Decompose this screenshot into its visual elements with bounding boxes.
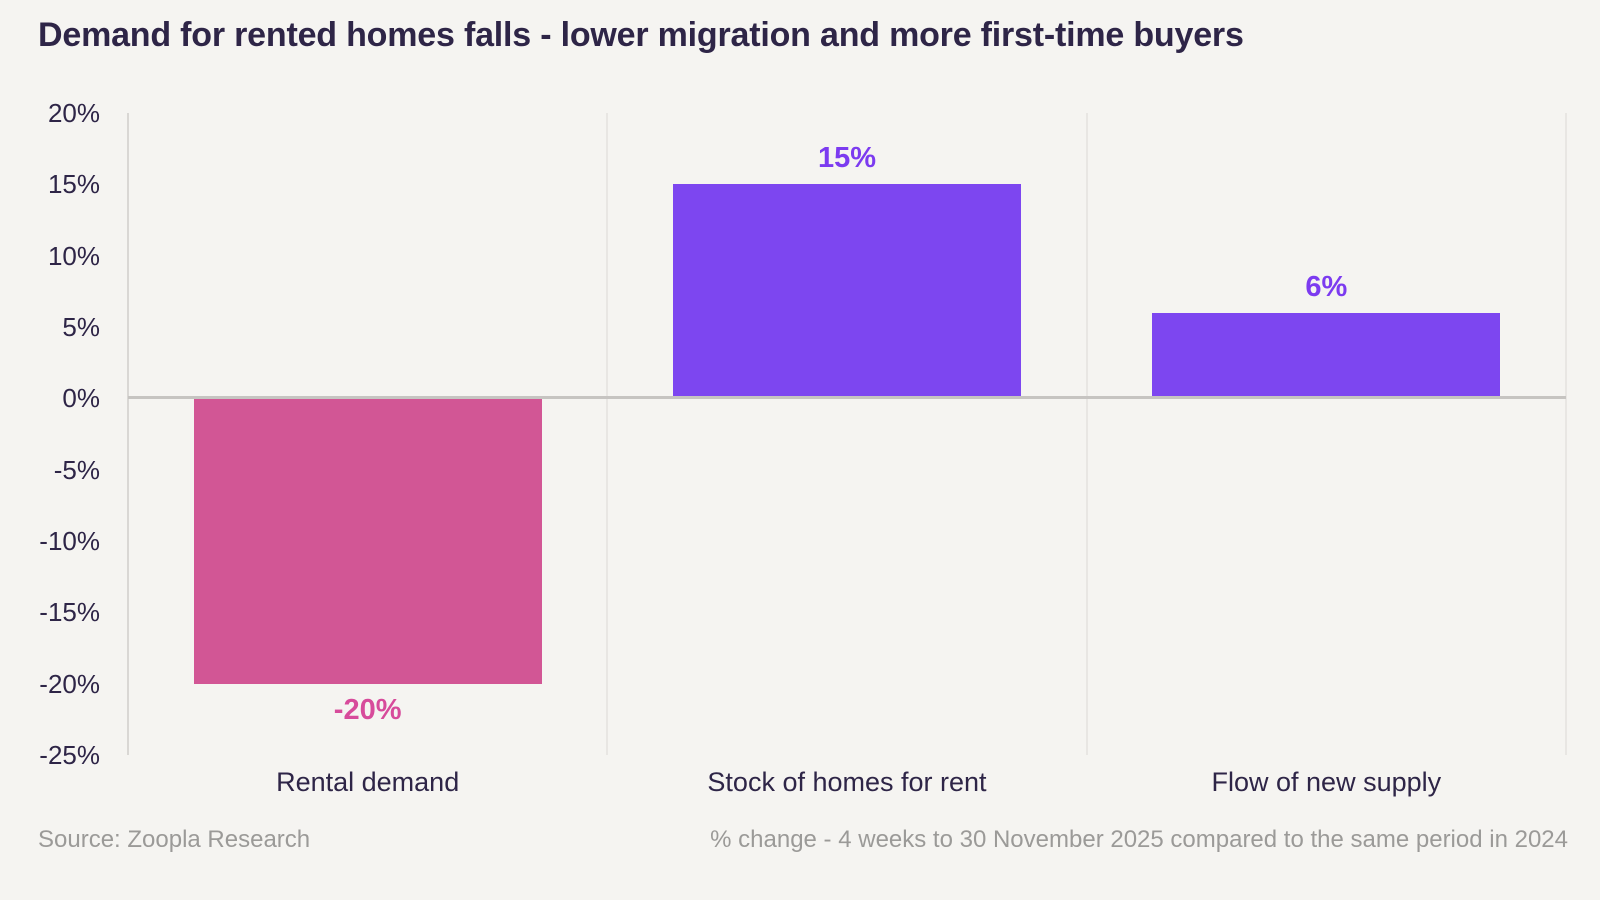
category-label: Rental demand [276, 767, 460, 797]
y-tick-label: -5% [53, 454, 100, 485]
chart-title: Demand for rented homes falls - lower mi… [38, 16, 1244, 54]
source-text: Source: Zoopla Research [38, 826, 311, 853]
chart-footer: Source: Zoopla Research % change - 4 wee… [38, 826, 1568, 854]
category-label: Stock of homes for rent [707, 767, 987, 797]
bar-rental-demand [193, 398, 542, 684]
y-tick-label: 10% [47, 240, 100, 271]
bar-value-label: 15% [817, 142, 877, 175]
y-tick-label: 15% [47, 169, 100, 200]
y-tick-label: 5% [62, 312, 100, 342]
footnote-text: % change - 4 weeks to 30 November 2025 c… [710, 826, 1568, 853]
bar-value-label: 6% [1305, 270, 1348, 303]
y-tick-label: -15% [39, 597, 100, 628]
bar-flow-of-new-supply [1152, 312, 1501, 399]
grid-vline [1565, 113, 1567, 755]
bar-value-label: -20% [333, 693, 402, 726]
y-tick-label: 0% [62, 383, 100, 414]
grid-vline [1085, 113, 1088, 755]
zero-axis-line [128, 396, 1566, 400]
y-tick-label: -25% [39, 740, 100, 770]
y-axis-line [127, 113, 129, 755]
grid-vline [606, 113, 609, 755]
y-tick-label: -10% [39, 526, 100, 556]
category-label: Flow of new supply [1211, 767, 1442, 797]
y-tick-label: -20% [39, 668, 100, 699]
y-tick-label: 20% [47, 98, 100, 128]
bar-stock-of-homes-for-rent [673, 184, 1021, 399]
